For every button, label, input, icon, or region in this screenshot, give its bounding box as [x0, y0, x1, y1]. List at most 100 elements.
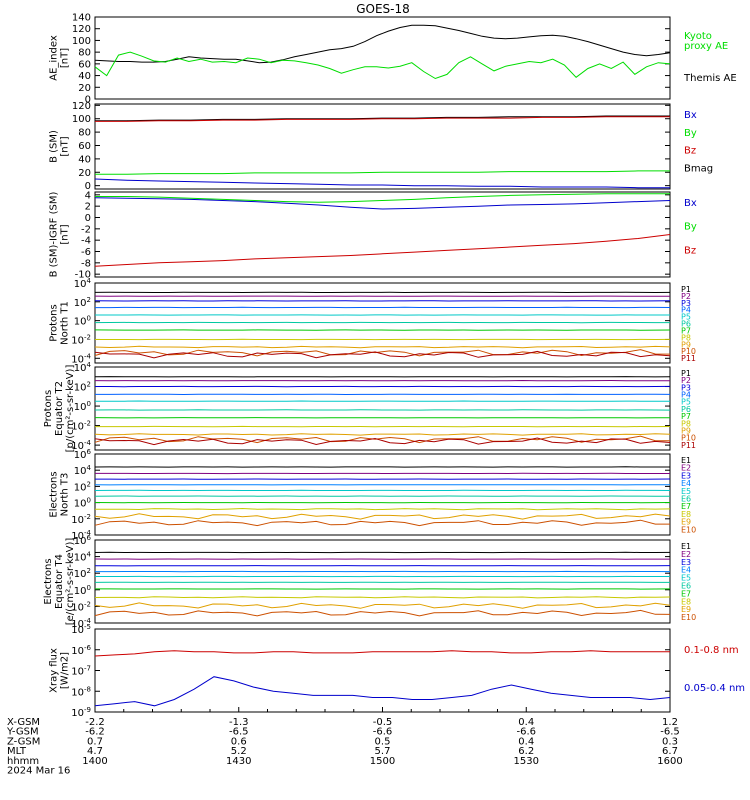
channel-line	[94, 513, 671, 520]
legend-label: Themis AE	[683, 73, 737, 84]
series-line	[94, 51, 671, 80]
channel-line	[94, 519, 670, 527]
y-tick-label: 10-2	[71, 420, 91, 433]
channel-label: E2	[681, 550, 691, 559]
channel-label: P3	[681, 299, 691, 308]
y-tick-label: 80	[78, 128, 91, 139]
channel-label: E7	[681, 502, 691, 511]
series-line	[94, 24, 671, 64]
y-tick-label: 4	[85, 190, 91, 201]
legend-label: Bx	[684, 110, 697, 121]
y-axis-label: AE_index[nT]	[49, 35, 71, 81]
y-tick-label: -8	[81, 258, 91, 269]
y-tick-label: 80	[78, 48, 91, 59]
channel-line	[94, 609, 671, 617]
legend-label: 0.05-0.4 nm	[684, 683, 745, 694]
panel-4: ProtonsNorth T110-410-2100102104P1P2P3P4…	[49, 277, 697, 365]
y-tick-label: 100	[74, 315, 91, 328]
x-tick-value: 0.7	[87, 736, 103, 747]
channel-label: E6	[681, 582, 691, 591]
y-tick-label: 102	[74, 296, 91, 309]
channel-label: P4	[681, 306, 691, 315]
y-tick-label: 10-6	[71, 644, 91, 657]
panel-2: B (SM)[nT] 0 20 40 60 80 100 120 Bx By Bz Bmag	[49, 101, 714, 192]
channel-label: E4	[681, 479, 691, 488]
x-tick-value: -6.6	[373, 727, 393, 738]
channel-label: P9	[681, 340, 691, 349]
x-tick-value: 0.6	[231, 736, 247, 747]
channel-label: P6	[681, 405, 691, 414]
channel-label: E3	[681, 558, 691, 567]
series-line	[94, 676, 671, 707]
y-tick-label: 104	[74, 551, 92, 564]
channel-label: E5	[681, 487, 691, 496]
x-row-label: X-GSM	[7, 717, 40, 728]
legend-label: 0.1-0.8 nm	[684, 645, 739, 656]
x-row-label: Z-GSM	[7, 736, 40, 747]
x-tick-value: -1.3	[229, 717, 249, 728]
x-row-label: MLT	[7, 746, 27, 757]
series-line	[94, 197, 671, 210]
channel-label: P5	[681, 398, 691, 407]
y-tick-label: 100	[72, 114, 91, 125]
y-tick-label: -6	[81, 247, 91, 258]
channel-label: E10	[681, 613, 696, 622]
channel-label: P10	[681, 434, 696, 443]
channel-label: P9	[681, 426, 691, 435]
panel-7: ElectronsEquator T4[e/(cm²-s-sr-keV)]10-…	[43, 534, 696, 630]
channel-line	[94, 507, 671, 511]
y-tick-label: 10-2	[71, 333, 91, 346]
channel-label: P1	[681, 285, 691, 294]
y-axis-label: Xray flux[W/m2]	[49, 648, 71, 693]
series-line	[94, 650, 670, 657]
y-axis-label: B (SM)-IGRF (SM)[nT]	[49, 192, 71, 278]
y-tick-label: 100	[72, 36, 91, 47]
channel-label: E5	[681, 574, 691, 583]
legend-label: By	[684, 128, 697, 139]
x-row-label: 2024 Mar 16	[7, 766, 70, 777]
y-tick-label: 10-5	[71, 623, 91, 636]
series-line	[95, 116, 670, 122]
y-tick-label: 0	[85, 213, 91, 224]
y-tick-label: 20	[78, 168, 91, 179]
channel-label: E6	[681, 495, 691, 504]
y-axis-label: ProtonsEquator T2[p/(cm²-s-sr-keV)]	[43, 365, 76, 453]
y-tick-label: 2	[85, 202, 91, 213]
channel-label: P6	[681, 320, 691, 329]
series-line	[95, 170, 670, 175]
channel-line	[94, 437, 671, 446]
x-tick-value: 1.2	[662, 717, 678, 728]
y-tick-label: 10-7	[71, 665, 91, 678]
legend-label: Bz	[684, 245, 696, 256]
y-tick-label: 60	[78, 141, 91, 152]
channel-label: P4	[681, 391, 691, 400]
y-tick-label: -10	[75, 270, 91, 281]
panel-8: Xray flux[W/m2]10-910-810-710-610-50.1-0…	[49, 623, 746, 719]
y-tick-label: 0	[85, 181, 91, 192]
legend-label: Kyoto	[684, 31, 712, 42]
x-tick-value: 6.2	[518, 746, 534, 757]
x-tick-value: -0.5	[373, 717, 393, 728]
y-tick-label: 102	[74, 480, 91, 493]
panel-frame	[94, 539, 671, 624]
channel-label: P5	[681, 313, 691, 322]
x-tick-value: 1430	[226, 756, 251, 767]
y-tick-label: 106	[74, 534, 92, 547]
y-axis-label: B (SM)[nT]	[49, 130, 71, 163]
y-tick-label: 104	[74, 277, 92, 290]
x-tick-value: -6.6	[516, 727, 536, 738]
channel-label: P1	[681, 369, 691, 378]
x-tick-value: 1530	[514, 756, 539, 767]
x-tick-value: -2.2	[85, 717, 105, 728]
y-tick-label: 20	[78, 83, 91, 94]
panel-3: B (SM)-IGRF (SM)[nT] -10-8-6-4-2024 Bx By Bz	[49, 190, 697, 280]
panel-frame	[94, 103, 671, 190]
x-tick-value: 6.7	[662, 746, 678, 757]
channel-label: E2	[681, 464, 691, 473]
channel-line	[94, 433, 671, 436]
channel-label: P3	[681, 383, 691, 392]
channel-label: E8	[681, 510, 691, 519]
channel-line	[94, 350, 671, 359]
channel-label: P8	[681, 419, 691, 428]
panel-frame	[94, 366, 671, 451]
